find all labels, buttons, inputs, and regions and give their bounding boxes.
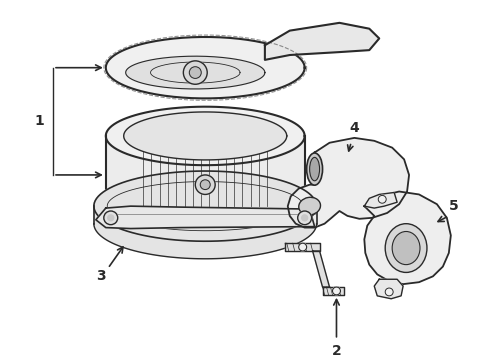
Polygon shape xyxy=(313,251,329,287)
Circle shape xyxy=(108,215,114,221)
Circle shape xyxy=(183,61,207,84)
Text: 5: 5 xyxy=(449,199,459,213)
Circle shape xyxy=(302,215,308,221)
Ellipse shape xyxy=(299,197,320,215)
Text: 1: 1 xyxy=(34,114,44,128)
Polygon shape xyxy=(106,37,305,98)
Polygon shape xyxy=(322,287,344,295)
Text: 4: 4 xyxy=(349,121,359,135)
Polygon shape xyxy=(124,112,287,160)
Circle shape xyxy=(299,243,307,251)
Circle shape xyxy=(189,67,201,78)
Circle shape xyxy=(385,288,393,296)
Circle shape xyxy=(298,211,312,225)
Text: 2: 2 xyxy=(332,345,342,359)
Polygon shape xyxy=(106,107,305,165)
Polygon shape xyxy=(265,23,379,60)
Polygon shape xyxy=(94,171,317,241)
Polygon shape xyxy=(96,206,315,229)
Polygon shape xyxy=(365,192,451,284)
Circle shape xyxy=(333,287,341,295)
Text: 3: 3 xyxy=(96,269,106,283)
Polygon shape xyxy=(285,243,319,251)
Polygon shape xyxy=(288,138,409,228)
Polygon shape xyxy=(374,279,403,299)
Circle shape xyxy=(104,211,118,225)
Circle shape xyxy=(378,195,386,203)
Polygon shape xyxy=(126,56,265,89)
Ellipse shape xyxy=(392,231,420,265)
Circle shape xyxy=(196,175,215,194)
Ellipse shape xyxy=(385,224,427,273)
Ellipse shape xyxy=(307,153,322,185)
Polygon shape xyxy=(94,171,317,259)
Polygon shape xyxy=(365,193,397,208)
Polygon shape xyxy=(106,107,305,243)
Circle shape xyxy=(200,180,210,190)
Ellipse shape xyxy=(310,157,319,181)
